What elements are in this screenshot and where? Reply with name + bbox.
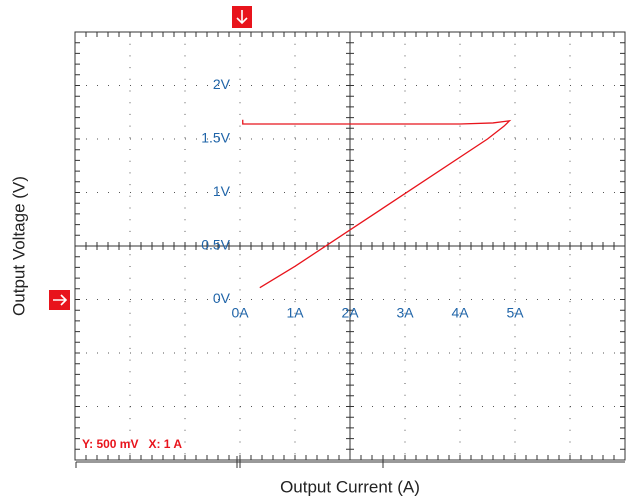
y-tick-label: 1.5V — [201, 130, 230, 146]
x-axis-title: Output Current (A) — [280, 477, 420, 496]
channel-marker — [49, 290, 70, 310]
trigger-marker — [232, 6, 252, 28]
scale-annotation: Y: 500 mV X: 1 A — [82, 437, 182, 451]
x-tick-label: 0A — [231, 305, 249, 321]
x-tick-label: 3A — [396, 305, 414, 321]
y-tick-label: 1V — [213, 183, 231, 199]
x-tick-label: 2A — [341, 305, 359, 321]
y-tick-label: 0V — [213, 290, 231, 306]
minor-ticks — [74, 31, 626, 461]
y-tick-label: 0.5V — [201, 237, 230, 253]
x-tick-label: 4A — [451, 305, 469, 321]
x-tick-label: 5A — [506, 305, 524, 321]
bottom-scale — [75, 456, 625, 468]
y-tick-label: 2V — [213, 76, 231, 92]
y-axis-title: Output Voltage (V) — [9, 176, 28, 316]
x-tick-label: 1A — [286, 305, 304, 321]
trace — [242, 119, 512, 289]
